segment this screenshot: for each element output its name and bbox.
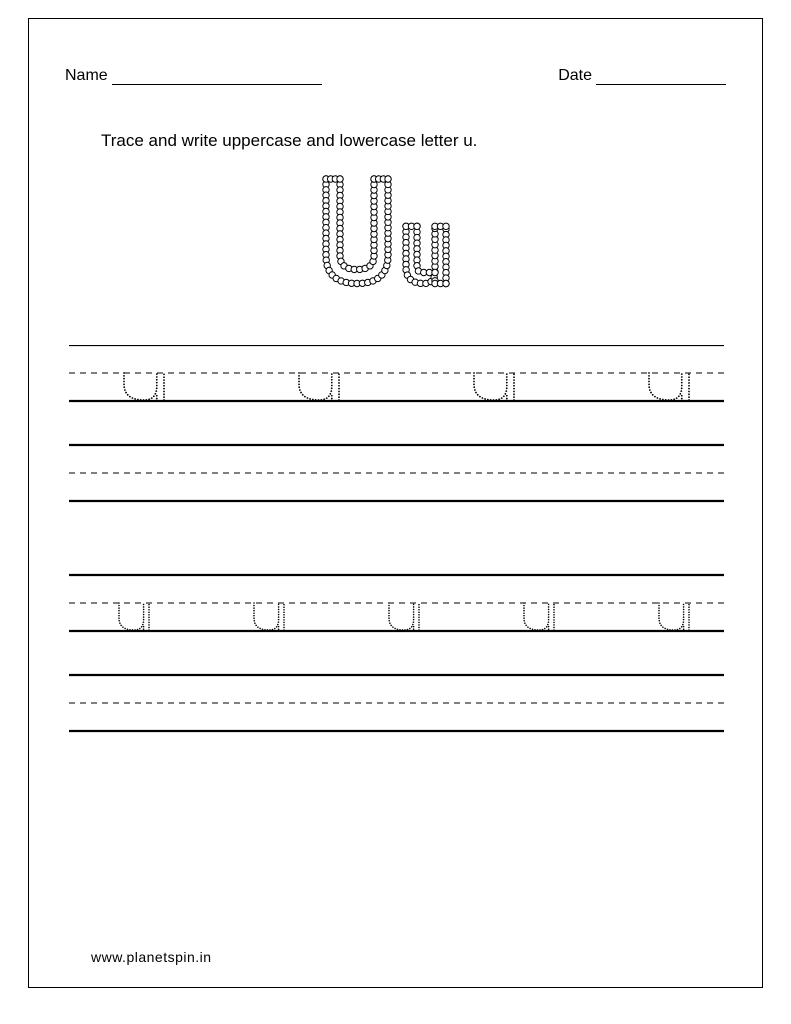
- name-label: Name: [65, 67, 108, 85]
- page-frame: Name Date Trace and write uppercase and …: [28, 18, 763, 988]
- name-blank[interactable]: [112, 71, 322, 85]
- display-letter: [29, 169, 762, 299]
- writing-rows: [69, 345, 722, 780]
- date-label: Date: [558, 67, 592, 85]
- name-field: Name: [65, 67, 322, 85]
- header-row: Name Date: [65, 67, 726, 85]
- instruction-text: Trace and write uppercase and lowercase …: [101, 131, 477, 151]
- date-blank[interactable]: [596, 71, 726, 85]
- footer-text: www.planetspin.in: [91, 949, 212, 965]
- date-field: Date: [558, 67, 726, 85]
